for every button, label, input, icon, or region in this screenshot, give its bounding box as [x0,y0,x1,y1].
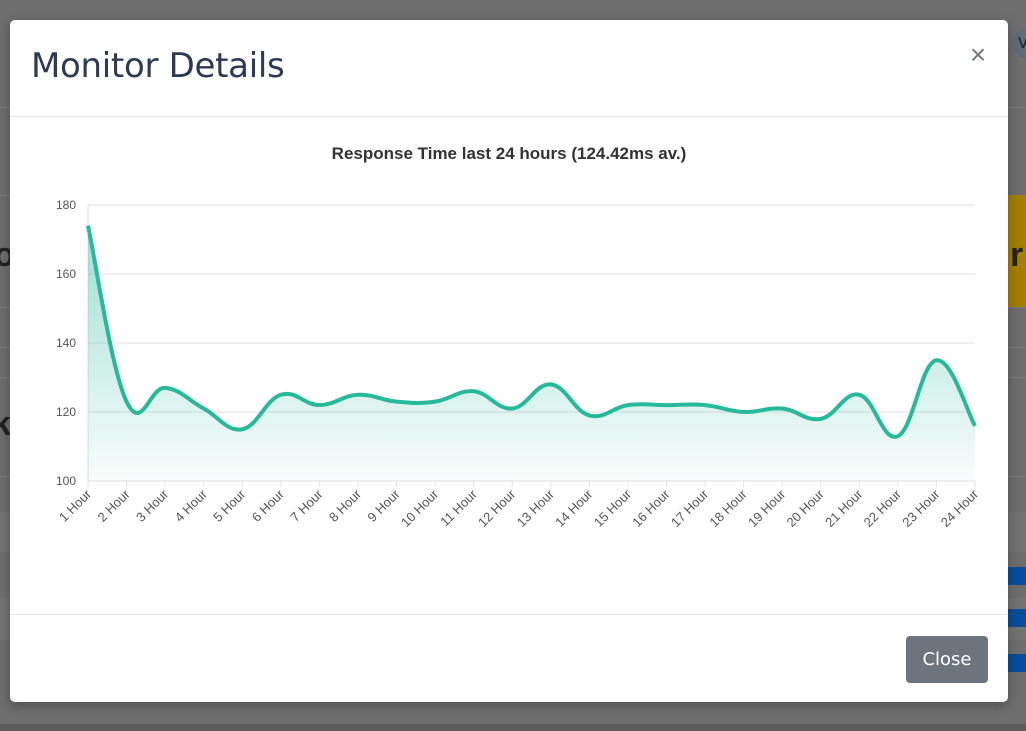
x-tick-label: 12 Hour [475,486,519,530]
background-text: k [0,405,11,443]
x-tick-label: 18 Hour [706,486,750,530]
data-point[interactable] [278,392,284,398]
background-yellow-banner [1008,195,1026,307]
avatar[interactable]: v [1012,28,1026,58]
background-blue-button [1008,567,1026,585]
data-point[interactable] [702,402,708,408]
x-tick-label: 7 Hour [287,486,326,525]
data-point[interactable] [972,423,978,429]
data-point[interactable] [316,402,322,408]
x-tick-label: 4 Hour [172,486,211,525]
x-tick-label: 17 Hour [668,486,712,530]
x-tick-label: 11 Hour [437,486,480,529]
data-point[interactable] [162,385,168,391]
data-point[interactable] [779,406,785,412]
x-tick-label: 8 Hour [326,486,365,525]
data-point[interactable] [355,392,361,398]
x-tick-label: 2 Hour [94,486,133,525]
x-tick-label: 19 Hour [745,486,789,530]
background-blue-button [1008,654,1026,672]
data-point[interactable] [856,392,862,398]
series-line [86,225,977,439]
background-footer [0,724,1026,731]
modal-header: Monitor Details × [10,20,1008,117]
y-tick-label: 180 [56,198,76,212]
x-tick-label: 16 Hour [629,486,673,530]
close-icon[interactable]: × [969,39,987,70]
x-tick-label: 15 Hour [591,486,635,530]
background-blue-button [1008,609,1026,627]
close-button[interactable]: Close [906,636,988,683]
data-point[interactable] [895,433,901,439]
data-point[interactable] [85,223,91,229]
data-point[interactable] [586,412,592,418]
data-point[interactable] [625,402,631,408]
data-point[interactable] [933,357,939,363]
y-tick-label: 160 [56,267,76,281]
data-point[interactable] [432,399,438,405]
chart-title: Response Time last 24 hours (124.42ms av… [332,144,687,163]
data-point[interactable] [394,399,400,405]
x-tick-label: 3 Hour [133,486,172,525]
data-point[interactable] [741,409,747,415]
y-tick-label: 140 [56,336,76,350]
modal-body: Response Time last 24 hours (124.42ms av… [10,117,1008,614]
x-tick-label: 13 Hour [514,486,558,530]
x-tick-label: 23 Hour [899,486,943,530]
data-point[interactable] [124,399,130,405]
monitor-details-modal: Monitor Details × Response Time last 24 … [10,20,1008,702]
x-tick-label: 1 Hour [56,486,95,525]
x-tick-label: 22 Hour [861,486,905,530]
x-tick-label: 5 Hour [210,486,249,525]
data-point[interactable] [509,406,515,412]
x-tick-label: 21 Hour [822,486,866,530]
x-tick-label: 24 Hour [938,486,982,530]
data-point[interactable] [548,381,554,387]
background-text: r [1010,236,1024,274]
data-point[interactable] [201,406,207,412]
x-tick-label: 10 Hour [398,486,442,530]
response-time-chart: Response Time last 24 hours (124.42ms av… [56,144,982,530]
y-tick-label: 120 [56,405,76,419]
data-point[interactable] [818,416,824,422]
data-point[interactable] [663,402,669,408]
x-tick-label: 20 Hour [784,486,828,530]
x-tick-label: 6 Hour [249,486,288,525]
modal-title: Monitor Details [31,46,285,86]
x-tick-label: 14 Hour [552,486,596,530]
series-area [88,225,975,481]
data-point[interactable] [471,388,477,394]
data-point[interactable] [239,426,245,432]
y-tick-label: 100 [56,474,76,488]
modal-footer: Close [10,614,1008,702]
